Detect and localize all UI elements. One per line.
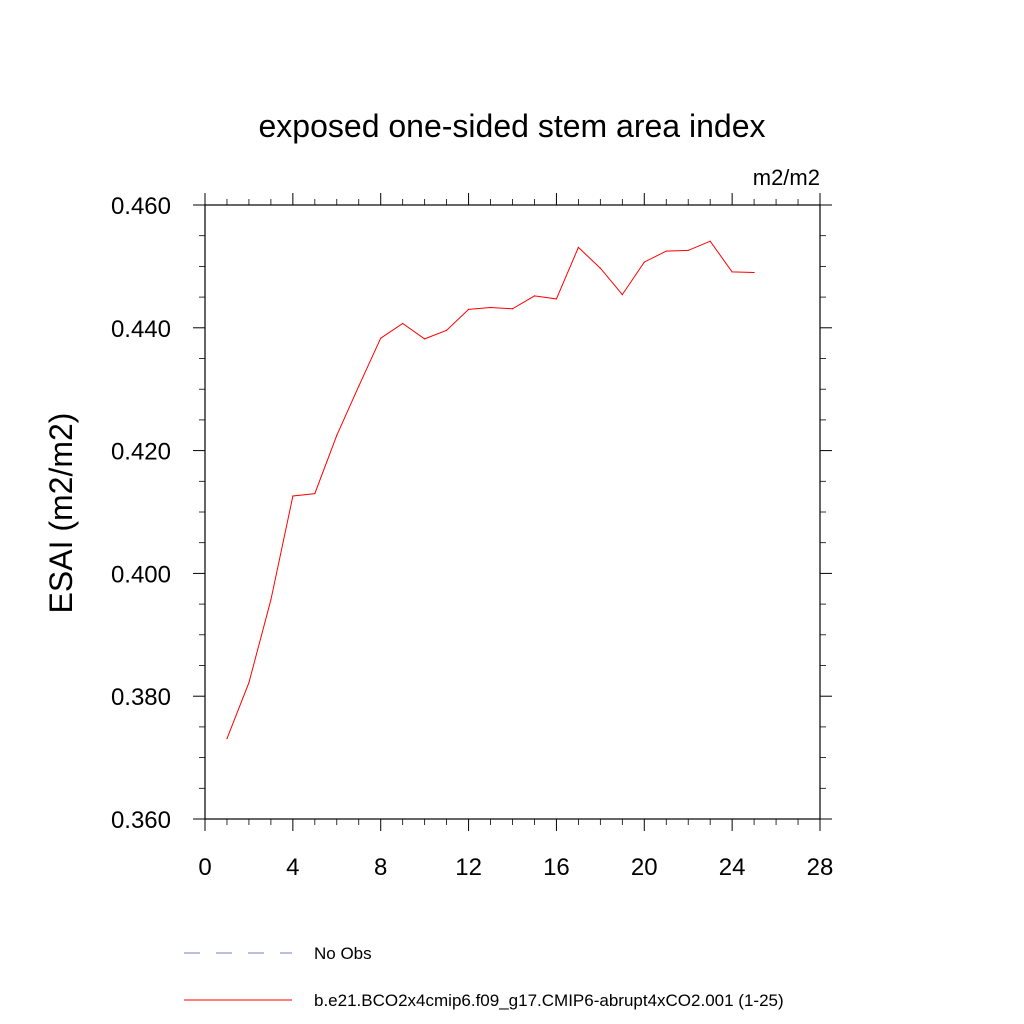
data-point — [314, 492, 316, 495]
data-point — [467, 308, 470, 310]
y-tick-label: 0.460 — [111, 193, 171, 220]
series-line — [226, 240, 755, 739]
chart-title: exposed one-sided stem area index — [259, 108, 766, 144]
data-point — [446, 329, 448, 331]
plot-frame — [204, 204, 821, 820]
data-point — [336, 434, 338, 436]
data-point — [709, 240, 711, 242]
x-tick-label: 12 — [455, 854, 482, 881]
data-point — [731, 271, 733, 273]
legend-label: No Obs — [314, 944, 372, 963]
x-tick-label: 20 — [631, 854, 658, 881]
legend: No Obs b.e21.BCO2x4cmip6.f09_g17.CMIP6-ab… — [184, 944, 784, 1010]
data-point — [226, 737, 228, 740]
y-tick-label: 0.440 — [111, 316, 171, 343]
x-tick-label: 28 — [807, 854, 834, 881]
axes: 0 4 8 12 16 20 24 28 0.360 0.380 0.400 0.420 0.440 0.… — [111, 193, 833, 881]
y-axis-label: ESAI (m2/m2) — [43, 413, 79, 614]
x-tick-label: 24 — [719, 854, 746, 881]
data-point — [511, 308, 514, 310]
data-point — [380, 337, 382, 339]
x-tick-label: 8 — [374, 854, 387, 881]
data-point — [753, 271, 755, 274]
data-point — [555, 298, 558, 300]
data-point — [248, 682, 250, 684]
y-tick-label: 0.360 — [111, 807, 171, 834]
data-point — [687, 249, 689, 252]
data-point — [424, 338, 426, 340]
y-tick-label: 0.400 — [111, 561, 171, 588]
data-point — [533, 295, 536, 297]
data-point — [292, 495, 294, 497]
x-tick-label: 4 — [286, 854, 299, 881]
x-tick-label: 16 — [543, 854, 570, 881]
y-tick-label: 0.420 — [111, 439, 171, 466]
data-point — [358, 385, 360, 387]
data-point — [402, 322, 404, 325]
y-tick-label: 0.380 — [111, 684, 171, 711]
data-point — [665, 250, 667, 252]
data-point — [489, 306, 492, 309]
data-point — [577, 246, 579, 248]
data-point — [270, 599, 272, 601]
data-point — [643, 261, 645, 263]
data-point — [621, 294, 623, 296]
data-point — [599, 267, 601, 269]
units-label: m2/m2 — [753, 165, 820, 190]
x-tick-label: 0 — [198, 854, 211, 881]
series-layer — [226, 240, 755, 740]
legend-label: b.e21.BCO2x4cmip6.f09_g17.CMIP6-abrupt4x… — [314, 991, 784, 1010]
